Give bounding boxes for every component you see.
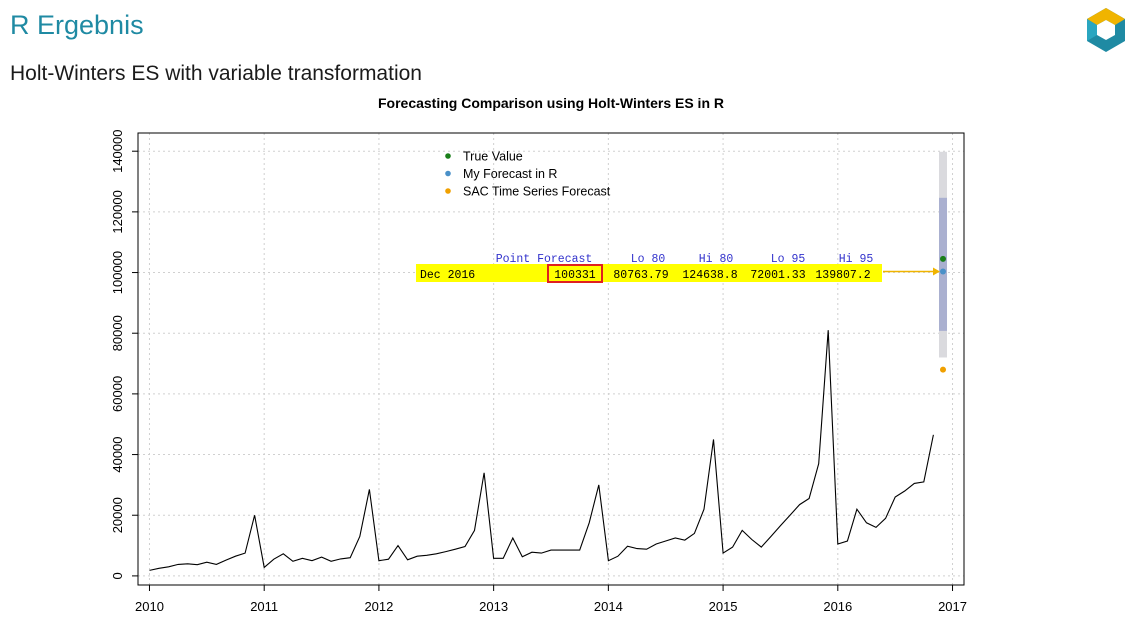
y-tick-label: 140000	[110, 130, 125, 173]
y-tick-label: 100000	[110, 251, 125, 294]
highlight-bar	[416, 264, 882, 282]
y-tick-label: 120000	[110, 190, 125, 233]
legend-label: My Forecast in R	[463, 167, 557, 181]
x-tick-label: 2014	[594, 599, 623, 614]
forecast-arrow-head	[933, 267, 941, 276]
chart-title: Forecasting Comparison using Holt-Winter…	[378, 95, 724, 111]
y-tick-label: 40000	[110, 436, 125, 472]
x-tick-label: 2010	[135, 599, 164, 614]
x-tick-label: 2015	[709, 599, 738, 614]
interval-80-band	[939, 197, 948, 331]
x-tick-label: 2011	[250, 599, 278, 614]
x-axis: 2010 2011 2012 2013 2014 2015 2016 2017	[135, 584, 967, 614]
legend-label: SAC Time Series Forecast	[463, 185, 611, 199]
forecast-table-annotation: Point Forecast Lo 80 Hi 80 Lo 95 Hi 95 Dec 20…	[416, 253, 941, 283]
y-tick-label: 0	[110, 572, 125, 579]
table-header-cell: Lo 95	[771, 253, 806, 266]
slide-title: R Ergebnis	[10, 10, 144, 40]
series-layer	[149, 330, 934, 571]
slide-subtitle: Holt-Winters ES with variable transforma…	[10, 62, 422, 85]
y-tick-label: 80000	[110, 315, 125, 351]
x-tick-label: 2012	[364, 599, 393, 614]
legend-marker	[445, 170, 451, 177]
table-row-label: Dec 2016	[420, 269, 475, 282]
x-tick-label: 2013	[479, 599, 508, 614]
x-tick-label: 2017	[938, 599, 967, 614]
y-tick-label: 20000	[110, 497, 125, 533]
y-tick-label: 60000	[110, 376, 125, 412]
forecast-points	[940, 255, 947, 373]
legend: True Value My Forecast in R SAC Time Serie…	[445, 150, 611, 199]
table-header-cell: Lo 80	[631, 253, 666, 266]
legend-marker	[445, 188, 451, 194]
plot-frame	[137, 132, 965, 586]
true-value-point	[940, 255, 947, 262]
forecast-intervals	[939, 151, 948, 358]
table-value-cell: 124638.8	[682, 269, 737, 282]
table-value-cell: 72001.33	[750, 269, 805, 282]
series-line	[149, 330, 934, 571]
r-forecast-point	[940, 268, 947, 275]
sac-forecast-point	[940, 366, 947, 373]
legend-marker	[445, 153, 451, 159]
table-value-cell: 100331	[554, 269, 596, 282]
y-axis: 0 20000 40000 60000 80000 100000 120000 140000	[110, 130, 139, 580]
legend-label: True Value	[463, 150, 523, 164]
table-header-cell: Point Forecast	[496, 253, 593, 266]
table-header-cell: Hi 80	[699, 253, 734, 266]
point-forecast-box	[547, 264, 603, 283]
grid-lines	[138, 133, 964, 585]
x-tick-label: 2016	[823, 599, 852, 614]
table-value-cell: 80763.79	[613, 269, 668, 282]
table-header-cell: Hi 95	[839, 253, 874, 266]
table-value-cell: 139807.2	[815, 269, 870, 282]
company-logo-icon	[1087, 8, 1125, 52]
